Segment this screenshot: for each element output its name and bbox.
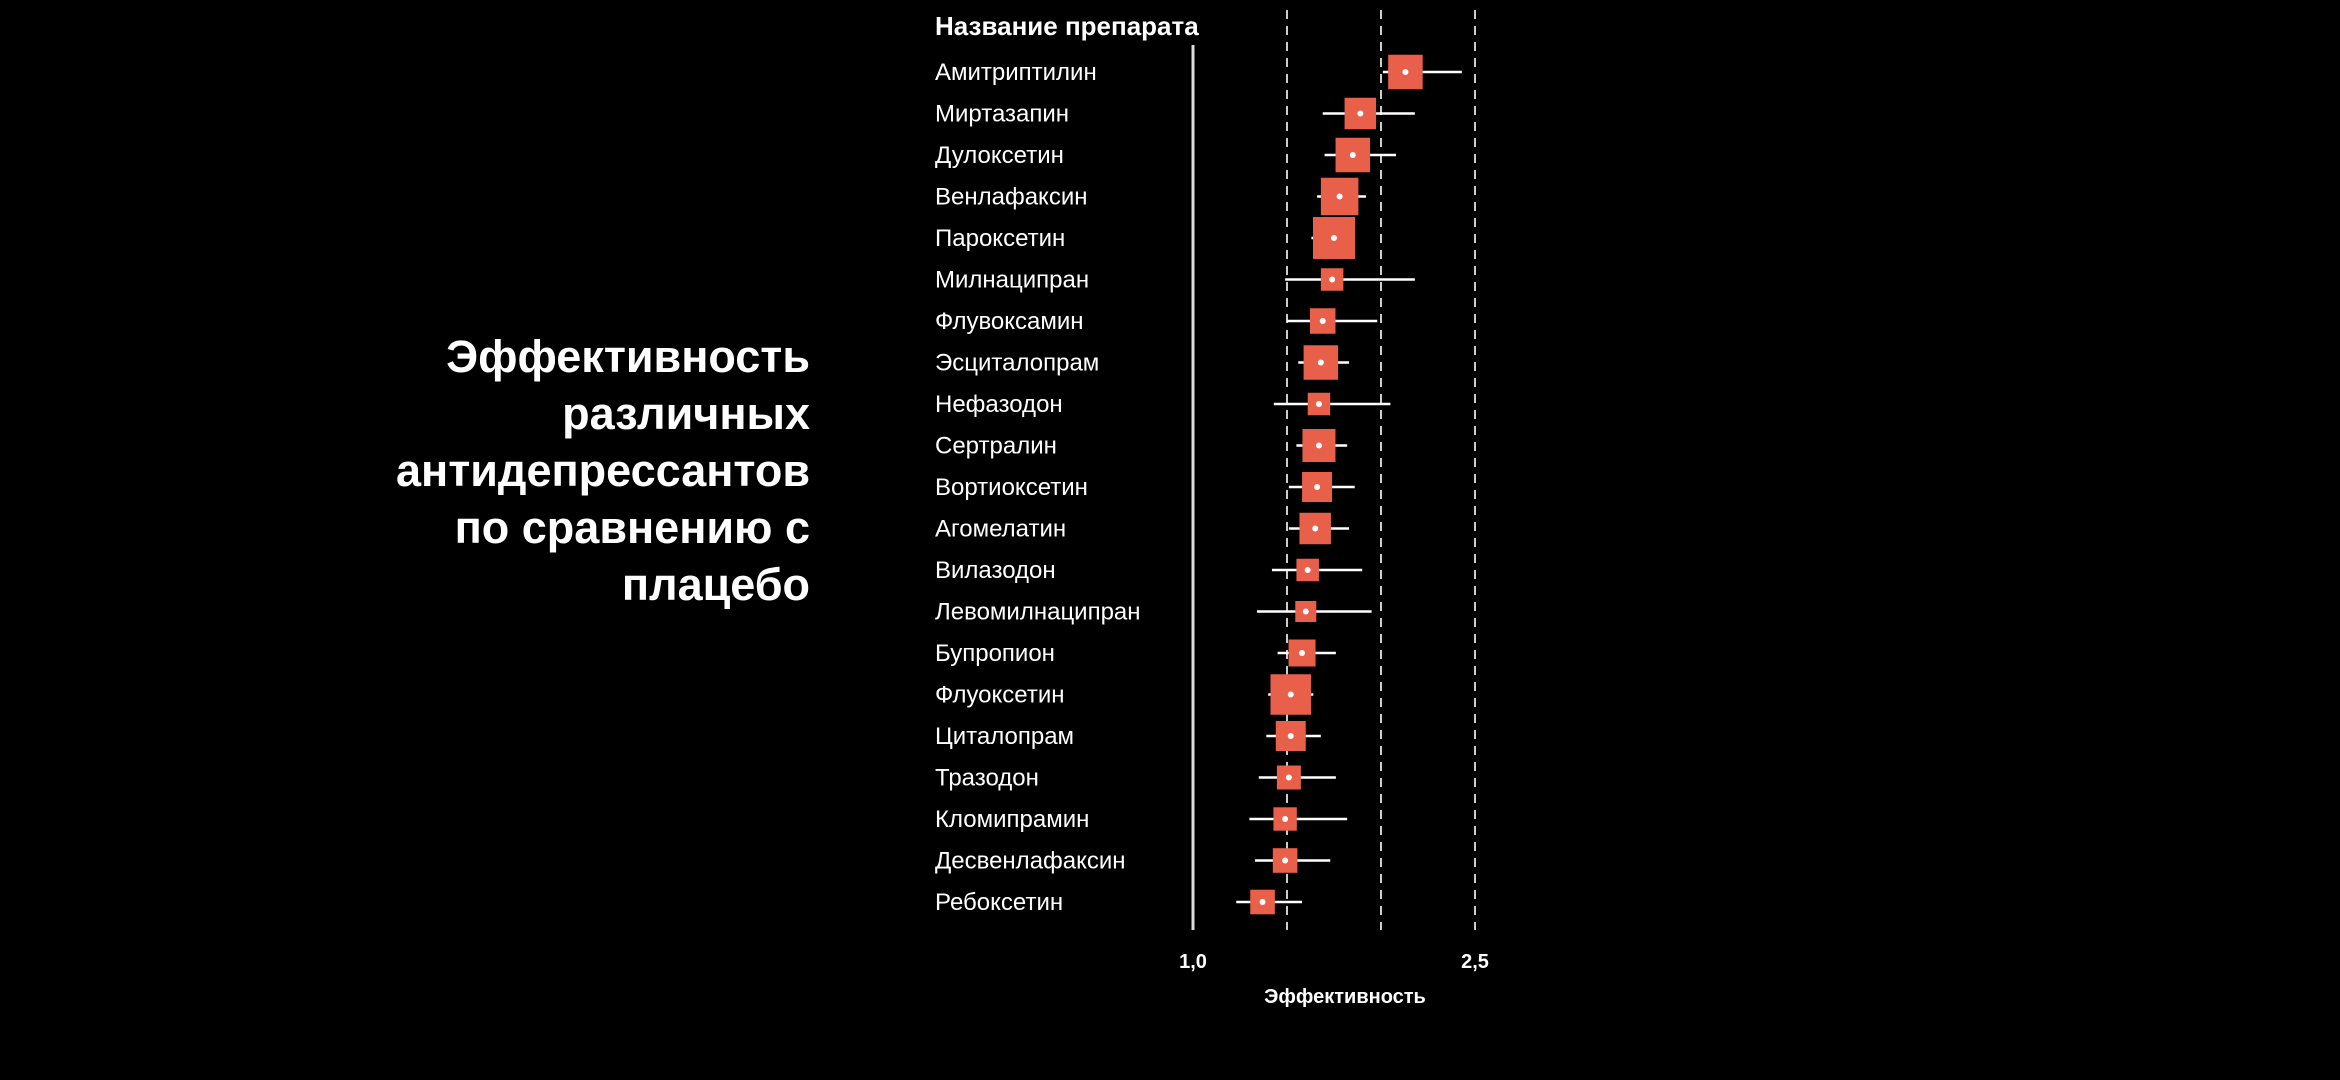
point-estimate [1287,691,1294,698]
point-estimate [1259,899,1266,905]
forest-row: Флуоксетин [935,674,1314,715]
drug-label: Флуоксетин [935,682,1064,709]
drug-label: Сертралин [935,433,1057,460]
point-estimate [1315,442,1322,449]
reference-lines [1286,10,1476,930]
drug-label: Левомилнаципран [935,599,1141,626]
forest-row: Вилазодон [935,557,1363,584]
drug-label: Ребоксетин [935,889,1063,916]
drug-label: Вортиоксетин [935,474,1088,501]
title-line: Эффективность [446,331,810,382]
point-estimate [1282,816,1289,822]
point-estimate [1317,359,1324,366]
forest-row: Миртазапин [935,97,1415,130]
drug-label: Эсциталопрам [935,350,1099,377]
drug-label: Милнаципран [935,267,1089,294]
title-line: плацебо [621,559,810,610]
point-estimate [1304,567,1311,573]
point-estimate [1287,733,1294,739]
forest-row: Агомелатин [935,512,1350,545]
forest-rows: Амитриптилин Миртазапин Дулоксетин Венлафак… [935,54,1462,916]
point-estimate [1312,525,1319,532]
drug-label: Тразодон [935,765,1039,792]
forest-row: Флувоксамин [935,308,1378,335]
slide-title: Эффективность различных антидепрессантов… [260,328,810,613]
point-estimate [1314,484,1321,490]
point-estimate [1336,193,1343,200]
forest-row: Левомилнаципран [935,599,1372,626]
forest-row: Тразодон [935,765,1336,792]
drug-label: Кломипрамин [935,806,1089,833]
forest-row: Вортиоксетин [935,472,1355,502]
forest-row: Бупропион [935,639,1336,667]
forest-row: Ребоксетин [935,889,1303,916]
drug-label: Вилазодон [935,557,1056,584]
forest-row: Эсциталопрам [935,345,1350,380]
forest-row: Нефазодон [935,391,1391,418]
drug-label: Миртазапин [935,101,1069,128]
forest-row: Десвенлафаксин [935,848,1331,875]
forest-row: Пароксетин [935,217,1355,259]
point-estimate [1302,608,1309,615]
axis-ticks: 1,0 2,5 [1179,951,1489,973]
point-estimate [1299,650,1306,656]
drug-label: Десвенлафаксин [935,848,1126,875]
x-axis-title: Эффективность [1264,986,1426,1008]
drug-label: Циталопрам [935,723,1074,750]
forest-row: Венлафаксин [935,177,1366,216]
drug-label: Флувоксамин [935,308,1084,335]
column-header: Название препарата [935,11,1199,41]
drug-label: Дулоксетин [935,142,1064,169]
drug-label: Амитриптилин [935,59,1097,86]
forest-row: Кломипрамин [935,806,1348,833]
forest-row: Циталопрам [935,721,1321,751]
drug-label: Венлафаксин [935,184,1087,211]
point-estimate [1319,318,1326,324]
point-estimate [1357,110,1364,117]
point-estimate [1282,857,1289,864]
x-tick-label: 2,5 [1461,951,1489,973]
point-estimate [1402,69,1409,75]
forest-row: Дулоксетин [935,137,1397,173]
title-line: различных [562,388,810,439]
point-estimate [1349,152,1356,158]
title-line: антидепрессантов [395,445,810,496]
forest-row: Сертралин [935,429,1348,462]
point-estimate [1329,276,1336,283]
drug-label: Нефазодон [935,391,1063,418]
drug-label: Агомелатин [935,516,1066,543]
title-line: по сравнению с [454,502,810,553]
forest-row: Милнаципран [935,267,1415,294]
point-estimate [1285,774,1292,781]
drug-label: Пароксетин [935,225,1065,252]
drug-label: Бупропион [935,640,1055,667]
forest-row: Амитриптилин [935,54,1462,90]
point-estimate [1315,401,1322,407]
x-tick-label: 1,0 [1179,951,1207,973]
point-estimate [1331,235,1337,241]
